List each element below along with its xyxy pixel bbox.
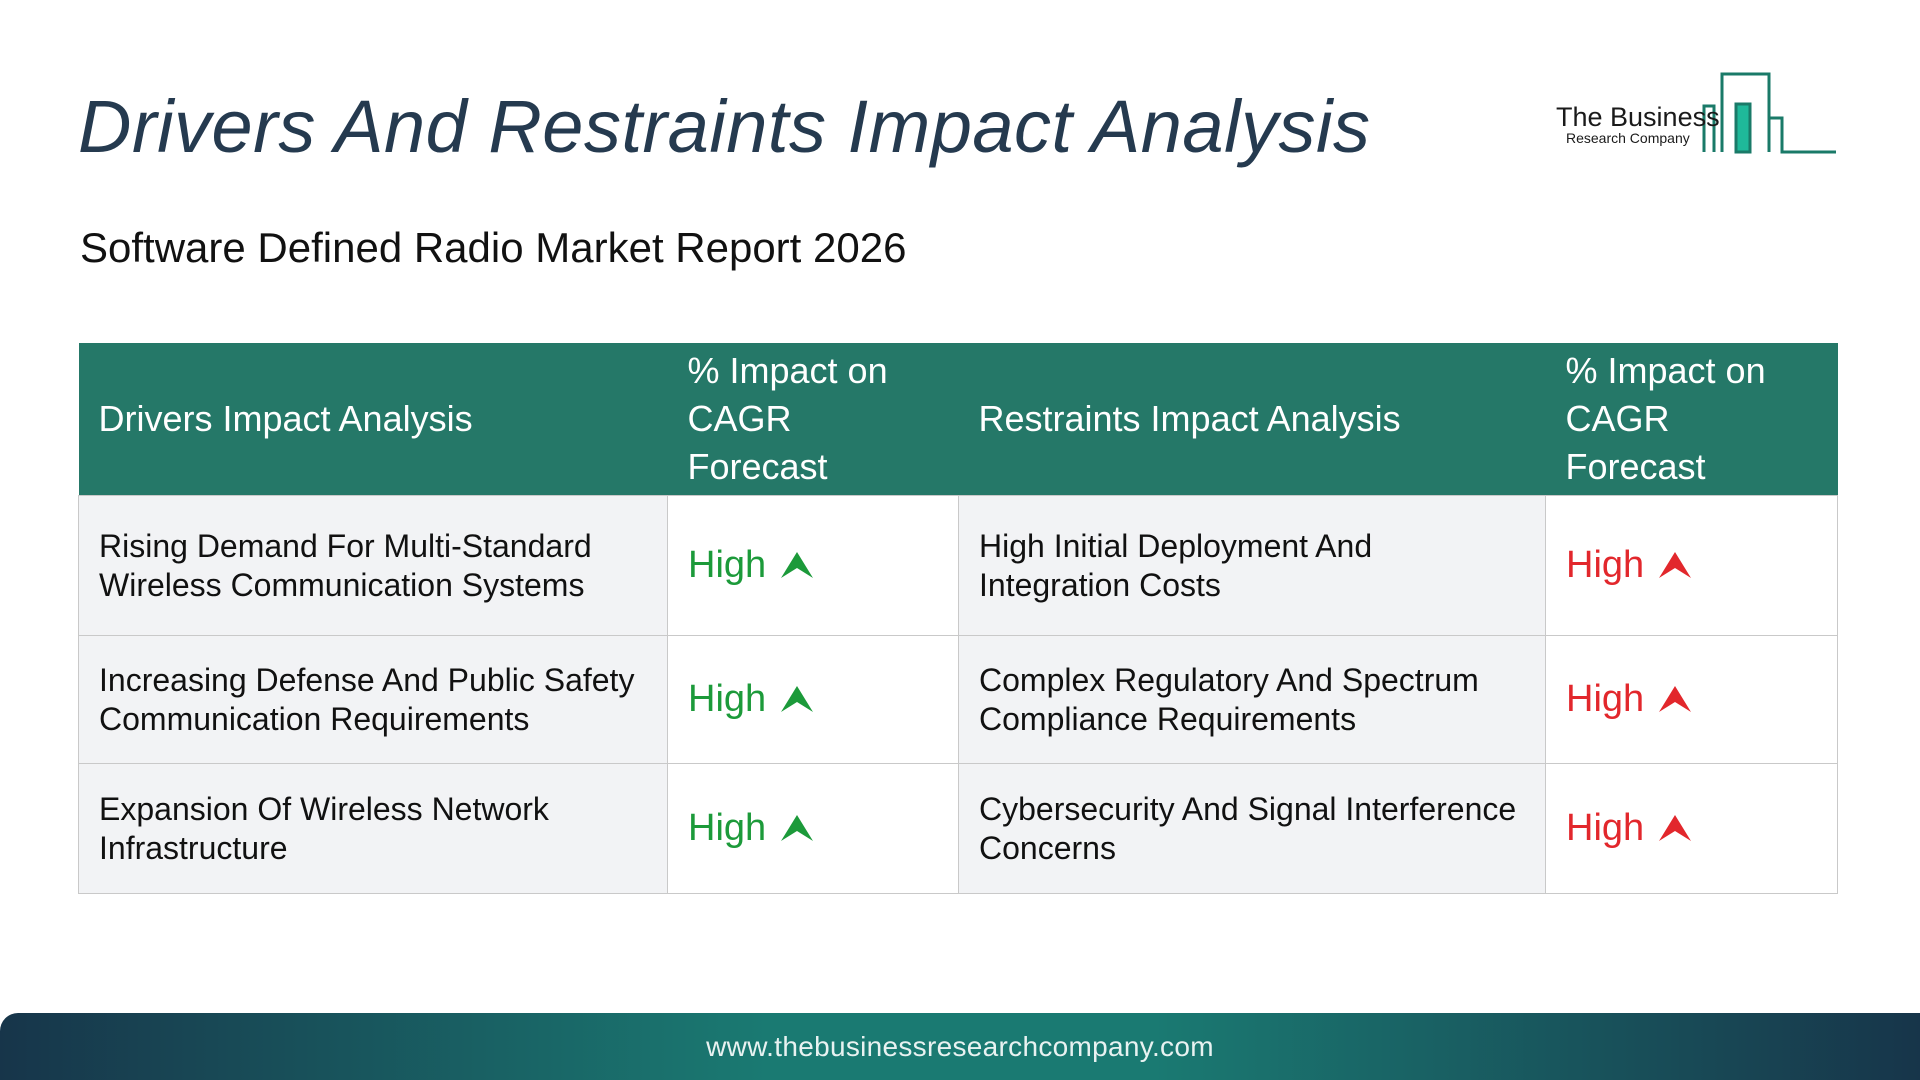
green-up-arrow-icon (781, 552, 814, 578)
restraint-impact-cell: High (1545, 763, 1838, 894)
restraint-impact-label: High (1566, 543, 1645, 586)
restraint-impact: High (1566, 806, 1692, 849)
driver-impact-cell: High (667, 635, 959, 764)
header-restraints-impact: % Impact on CAGR Forecast (1545, 343, 1838, 496)
driver-impact-cell: High (667, 763, 959, 894)
green-up-arrow-icon (781, 815, 814, 841)
building-bars-icon (1702, 72, 1836, 154)
restraint-impact-label: High (1566, 677, 1645, 720)
logo-subtitle: Research Company (1566, 130, 1690, 146)
driver-impact-cell: High (667, 495, 959, 636)
restraint-impact: High (1566, 677, 1692, 720)
driver-impact: High (688, 806, 814, 849)
driver-cell: Rising Demand For Multi-Standard Wireles… (78, 495, 668, 636)
header-drivers-impact-line2: CAGR Forecast (687, 398, 828, 487)
header-drivers-impact-line1: % Impact on (687, 350, 888, 391)
restraint-impact-cell: High (1545, 635, 1838, 764)
restraint-impact-label: High (1566, 806, 1645, 849)
driver-impact-label: High (688, 677, 767, 720)
restraint-impact-cell: High (1545, 495, 1838, 636)
restraint-cell: High Initial Deployment And Integration … (958, 495, 1546, 636)
logo-name: The Business (1556, 102, 1720, 132)
table-header-row: Drivers Impact Analysis % Impact on CAGR… (78, 343, 1838, 496)
page-title: Drivers And Restraints Impact Analysis (78, 85, 1371, 168)
restraint-cell: Cybersecurity And Signal Interference Co… (958, 763, 1546, 894)
header-drivers: Drivers Impact Analysis (78, 343, 668, 496)
driver-impact-label: High (688, 806, 767, 849)
driver-impact: High (688, 543, 814, 586)
red-up-arrow-icon (1659, 552, 1692, 578)
header-drivers-impact: % Impact on CAGR Forecast (667, 343, 959, 496)
green-up-arrow-icon (781, 686, 814, 712)
header-restraints-impact-line1: % Impact on (1565, 350, 1766, 391)
header-restraints-impact-line2: CAGR Forecast (1565, 398, 1706, 487)
impact-table: Drivers Impact Analysis % Impact on CAGR… (78, 343, 1838, 894)
red-up-arrow-icon (1659, 686, 1692, 712)
header-restraints: Restraints Impact Analysis (958, 343, 1546, 496)
driver-cell: Increasing Defense And Public Safety Com… (78, 635, 668, 764)
driver-impact: High (688, 677, 814, 720)
table-row: Expansion Of Wireless Network Infrastruc… (78, 763, 1838, 894)
table-row: Increasing Defense And Public Safety Com… (78, 635, 1838, 764)
company-logo: The Business Research Company (1554, 66, 1838, 156)
restraint-cell: Complex Regulatory And Spectrum Complian… (958, 635, 1546, 764)
website-link[interactable]: www.thebusinessresearchcompany.com (706, 1031, 1214, 1062)
restraint-impact: High (1566, 543, 1692, 586)
driver-impact-label: High (688, 543, 767, 586)
red-up-arrow-icon (1659, 815, 1692, 841)
table-row: Rising Demand For Multi-Standard Wireles… (78, 495, 1838, 636)
driver-cell: Expansion Of Wireless Network Infrastruc… (78, 763, 668, 894)
report-subtitle: Software Defined Radio Market Report 202… (80, 224, 907, 271)
footer-bar: www.thebusinessresearchcompany.com (0, 1013, 1920, 1080)
